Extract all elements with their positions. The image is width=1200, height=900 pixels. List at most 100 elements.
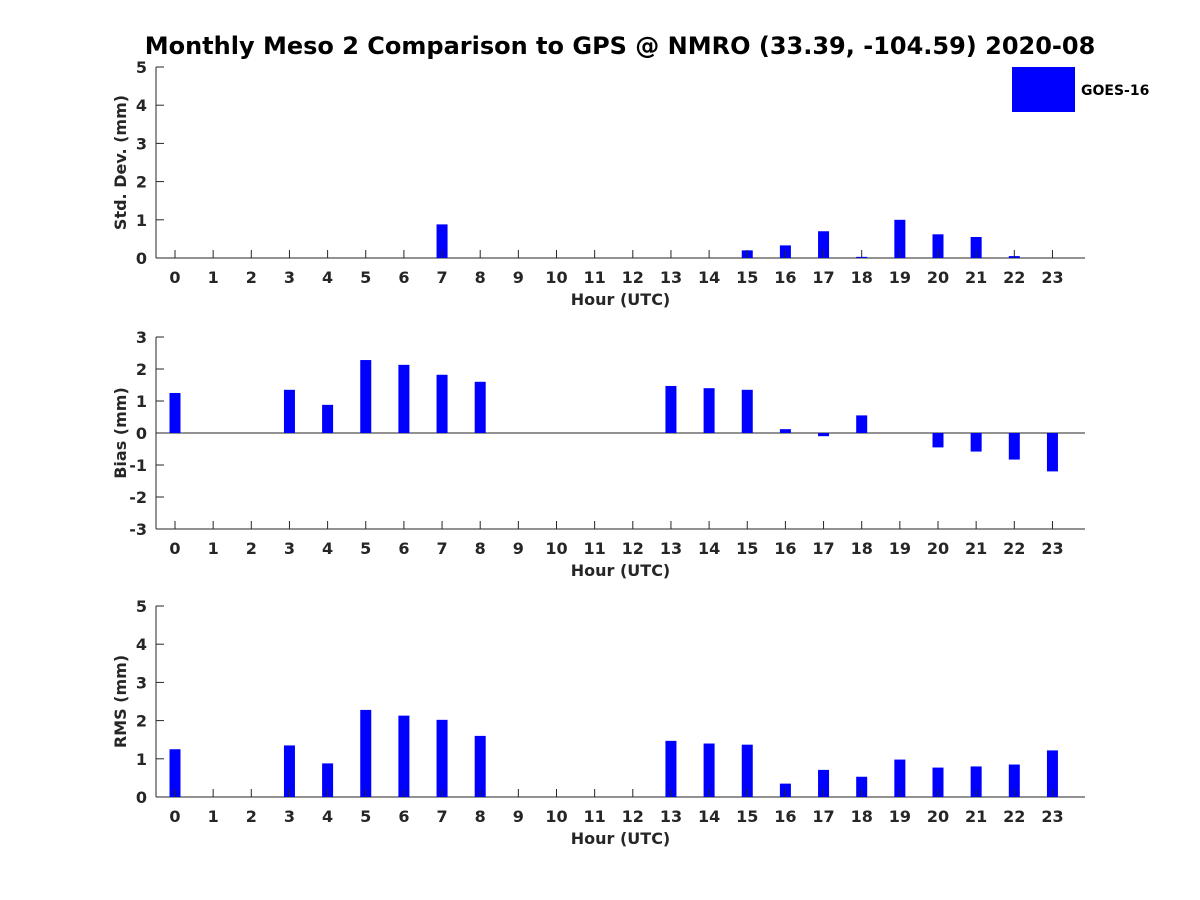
rms-x-tick-label: 0 [169,807,180,826]
bias-x-tick-label: 9 [513,539,524,558]
bias-x-tick-label: 11 [584,539,606,558]
rms-x-tick-label: 3 [284,807,295,826]
bias-y-axis-label: Bias (mm) [111,387,130,479]
bias-bar-hour-4 [322,404,334,433]
bias-x-tick-label: 1 [208,539,219,558]
bias-x-tick-label: 16 [774,539,796,558]
std-dev-bar-hour-17 [818,231,830,258]
legend-label: GOES-16 [1081,83,1149,99]
bias-bar-hour-20 [932,433,944,448]
rms-x-tick-label: 6 [398,807,409,826]
rms-x-axis-label: Hour (UTC) [571,829,671,848]
rms-y-tick-label: 0 [136,788,147,807]
rms-x-tick-label: 18 [851,807,873,826]
rms-y-tick-label: 1 [136,750,147,769]
bias-x-tick-label: 3 [284,539,295,558]
rms-bar-hour-17 [818,769,830,797]
bias-x-tick-label: 18 [851,539,873,558]
bias-x-tick-label: 20 [927,539,949,558]
std-dev-x-tick-label: 18 [851,268,873,287]
std-dev-x-tick-label: 20 [927,268,949,287]
bias-y-tick-label: -2 [129,488,147,507]
std-dev-x-tick-label: 4 [322,268,333,287]
bias-y-tick-label: -1 [129,456,147,475]
std-dev-x-tick-label: 1 [208,268,219,287]
std-dev-x-tick-label: 21 [965,268,987,287]
std-dev-x-tick-label: 9 [513,268,524,287]
bias-bar-hour-14 [703,388,715,433]
rms-x-tick-label: 15 [736,807,758,826]
rms-bar-hour-3 [283,745,295,797]
bias-bar-hour-8 [474,381,486,433]
bias-bar-hour-13 [665,385,677,433]
std-dev-y-tick-label: 4 [136,96,147,115]
std-dev-x-tick-label: 16 [774,268,796,287]
bias-x-tick-label: 4 [322,539,333,558]
bias-x-tick-label: 23 [1041,539,1063,558]
rms-y-tick-label: 4 [136,635,147,654]
rms-x-tick-label: 2 [246,807,257,826]
bias-x-tick-label: 10 [545,539,567,558]
rms-x-tick-label: 14 [698,807,720,826]
rms-y-axis-label: RMS (mm) [111,655,130,748]
rms-bar-hour-15 [741,744,753,797]
rms-x-tick-label: 11 [584,807,606,826]
std-dev-y-tick-label: 3 [136,134,147,153]
std-dev-x-tick-label: 11 [584,268,606,287]
rms-x-tick-label: 20 [927,807,949,826]
rms-x-tick-label: 4 [322,807,333,826]
rms-bar-hour-22 [1008,764,1020,797]
rms-x-tick-label: 16 [774,807,796,826]
rms-x-tick-label: 23 [1041,807,1063,826]
legend: GOES-16 [1012,67,1149,112]
std-dev-bar-hour-21 [970,236,982,258]
bias-bar-hour-6 [398,364,410,433]
bias-y-tick-label: 0 [136,424,147,443]
rms-x-tick-label: 21 [965,807,987,826]
std-dev-x-tick-label: 12 [622,268,644,287]
bias-bar-hour-21 [970,433,982,452]
bias-bar-hour-5 [360,360,372,433]
rms-x-tick-label: 19 [889,807,911,826]
std-dev-x-tick-label: 19 [889,268,911,287]
rms-x-tick-label: 8 [475,807,486,826]
std-dev-y-tick-label: 5 [136,58,147,77]
rms-x-tick-label: 1 [208,807,219,826]
bias-x-tick-label: 14 [698,539,720,558]
rms-bar-hour-23 [1046,750,1058,797]
chart-title: Monthly Meso 2 Comparison to GPS @ NMRO … [145,32,1096,60]
bias-x-tick-label: 8 [475,539,486,558]
std-dev-x-tick-label: 6 [398,268,409,287]
rms-x-tick-label: 10 [545,807,567,826]
rms-x-tick-label: 9 [513,807,524,826]
bias-x-tick-label: 7 [436,539,447,558]
bias-bar-hour-16 [779,429,791,433]
bias-x-tick-label: 13 [660,539,682,558]
bias-x-tick-label: 19 [889,539,911,558]
rms-bar-hour-8 [474,735,486,797]
bias-bar-hour-17 [818,433,830,437]
std-dev-x-tick-label: 7 [436,268,447,287]
std-dev-x-tick-label: 3 [284,268,295,287]
std-dev-x-tick-label: 13 [660,268,682,287]
rms-x-tick-label: 7 [436,807,447,826]
rms-bar-hour-6 [398,715,410,797]
bias-x-tick-label: 0 [169,539,180,558]
rms-bar-hour-14 [703,743,715,797]
std-dev-bar-hour-7 [436,224,448,258]
std-dev-x-tick-label: 14 [698,268,720,287]
bias-x-tick-label: 6 [398,539,409,558]
rms-bar-hour-19 [894,759,906,797]
rms-bar-hour-20 [932,767,944,797]
std-dev-y-tick-label: 0 [136,249,147,268]
bias-bar-hour-7 [436,374,448,433]
rms-x-tick-label: 12 [622,807,644,826]
std-dev-y-tick-label: 1 [136,211,147,230]
std-dev-x-axis-label: Hour (UTC) [571,290,671,309]
bias-bar-hour-22 [1008,433,1020,460]
bias-y-tick-label: 1 [136,392,147,411]
